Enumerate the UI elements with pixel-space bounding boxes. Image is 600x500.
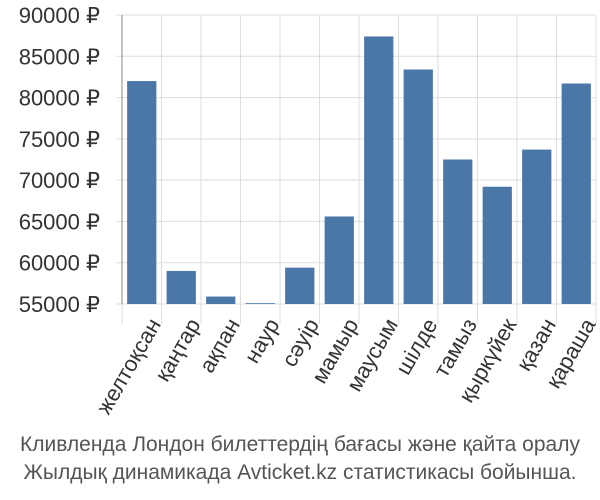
y-tick-label: 85000 ₽ xyxy=(19,44,100,69)
bar xyxy=(522,149,552,304)
bar xyxy=(403,69,433,304)
bar xyxy=(482,186,512,304)
bar xyxy=(324,216,354,304)
y-tick-label: 70000 ₽ xyxy=(19,168,100,193)
x-axis: желтоқсанқаңтарақпаннаурсәуірмамырмаусым… xyxy=(91,313,600,418)
y-tick-label: 80000 ₽ xyxy=(19,86,100,111)
grid-lines xyxy=(116,14,597,324)
caption-line-1: Кливленда Лондон билеттердің бағасы және… xyxy=(20,433,580,456)
y-axis: 90000 ₽ 85000 ₽ 80000 ₽ 75000 ₽ 70000 ₽ 65000… xyxy=(19,3,123,317)
x-tick-label: ақпан xyxy=(194,314,245,377)
bar xyxy=(285,267,315,304)
y-tick-label: 60000 ₽ xyxy=(19,251,100,276)
caption-line-2: Жылдық динамикада Avticket.kz статистика… xyxy=(23,461,577,484)
bar xyxy=(127,81,157,304)
bar xyxy=(206,296,236,304)
y-tick-label: 65000 ₽ xyxy=(19,209,100,234)
bar xyxy=(561,83,591,304)
bar xyxy=(443,159,473,304)
y-tick-label: 75000 ₽ xyxy=(19,127,100,152)
bar xyxy=(245,303,275,304)
bar xyxy=(166,270,196,304)
y-tick-label: 90000 ₽ xyxy=(19,3,100,28)
y-tick-label: 55000 ₽ xyxy=(19,292,100,317)
bars xyxy=(127,36,591,305)
bar-chart: 90000 ₽ 85000 ₽ 80000 ₽ 75000 ₽ 70000 ₽ 65000… xyxy=(19,3,600,418)
bar xyxy=(364,36,394,305)
